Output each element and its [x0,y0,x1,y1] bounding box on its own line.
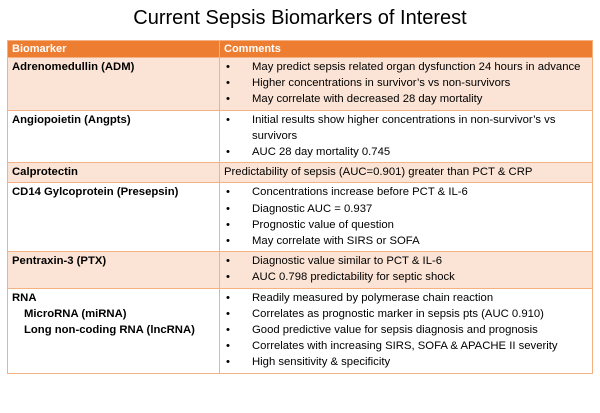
comment-item: Diagnostic value similar to PCT & IL-6 [224,253,588,269]
comment-list: Diagnostic value similar to PCT & IL-6 A… [224,253,588,286]
table-row: Adrenomedullin (ADM) May predict sepsis … [7,57,593,111]
table-row: Pentraxin-3 (PTX) Diagnostic value simil… [7,251,593,289]
biomarker-cell: Adrenomedullin (ADM) [7,57,220,111]
header-comments: Comments [219,40,593,58]
biomarker-name: CD14 Gylcoprotein (Presepsin) [12,186,179,199]
biomarker-cell: Calprotectin [7,162,220,184]
comment-list: May predict sepsis related organ dysfunc… [224,59,588,108]
comment-item: Prognostic value of question [224,217,588,233]
comment-item: Good predictive value for sepsis diagnos… [224,322,588,338]
table-row: Angiopoietin (Angpts) Initial results sh… [7,109,593,164]
comment-item: AUC 0.798 predictability for septic shoc… [224,269,588,285]
comment-item: May correlate with decreased 28 day mort… [224,91,588,107]
comments-cell: Readily measured by polymerase chain rea… [219,287,593,374]
table-row: CD14 Gylcoprotein (Presepsin) Concentrat… [7,182,593,253]
comment-item: Diagnostic AUC = 0.937 [224,201,588,217]
page-title: Current Sepsis Biomarkers of Interest [133,7,467,29]
comment-item: AUC 28 day mortality 0.745 [224,144,588,160]
biomarker-cell: RNA MicroRNA (miRNA) Long non-coding RNA… [7,287,220,374]
comment-list: Initial results show higher concentratio… [224,112,588,161]
biomarker-name: RNA [12,291,37,304]
comment-list: Readily measured by polymerase chain rea… [224,290,588,371]
comment-text: Predictability of sepsis (AUC=0.901) gre… [224,166,533,179]
biomarker-subtype: MicroRNA (miRNA) [24,307,127,320]
comments-cell: Diagnostic value similar to PCT & IL-6 A… [219,251,593,289]
biomarker-cell: Angiopoietin (Angpts) [7,109,220,164]
comment-item: Initial results show higher concentratio… [224,112,588,144]
comments-cell: Initial results show higher concentratio… [219,109,593,164]
comment-item: Higher concentrations in survivor’s vs n… [224,75,588,91]
comments-cell: Concentrations increase before PCT & IL-… [219,182,593,253]
biomarker-table: Biomarker Comments Adrenomedullin (ADM) … [7,40,593,374]
biomarker-name: Adrenomedullin (ADM) [12,61,135,73]
comments-cell: May predict sepsis related organ dysfunc… [219,57,593,111]
biomarker-name: Calprotectin [12,166,78,179]
comment-list: Concentrations increase before PCT & IL-… [224,184,588,249]
comment-item: Correlates with increasing SIRS, SOFA & … [224,338,588,354]
table-row: RNA MicroRNA (miRNA) Long non-coding RNA… [7,287,593,374]
comment-item: May correlate with SIRS or SOFA [224,233,588,249]
comment-item: High sensitivity & specificity [224,354,588,370]
comments-cell: Predictability of sepsis (AUC=0.901) gre… [219,162,593,184]
biomarker-subtype: Long non-coding RNA (lncRNA) [24,324,195,337]
biomarker-cell: Pentraxin-3 (PTX) [7,251,220,289]
biomarker-name: Angiopoietin (Angpts) [12,113,131,126]
comment-item: May predict sepsis related organ dysfunc… [224,59,588,75]
comment-item: Readily measured by polymerase chain rea… [224,290,588,306]
comment-item: Concentrations increase before PCT & IL-… [224,184,588,200]
table-row: Calprotectin Predictability of sepsis (A… [7,162,593,184]
biomarker-name: Pentraxin-3 (PTX) [12,255,107,268]
biomarker-cell: CD14 Gylcoprotein (Presepsin) [7,182,220,253]
table-header-row: Biomarker Comments [7,40,593,58]
comment-item: Correlates as prognostic marker in sepsi… [224,306,588,322]
header-biomarker: Biomarker [7,40,220,58]
